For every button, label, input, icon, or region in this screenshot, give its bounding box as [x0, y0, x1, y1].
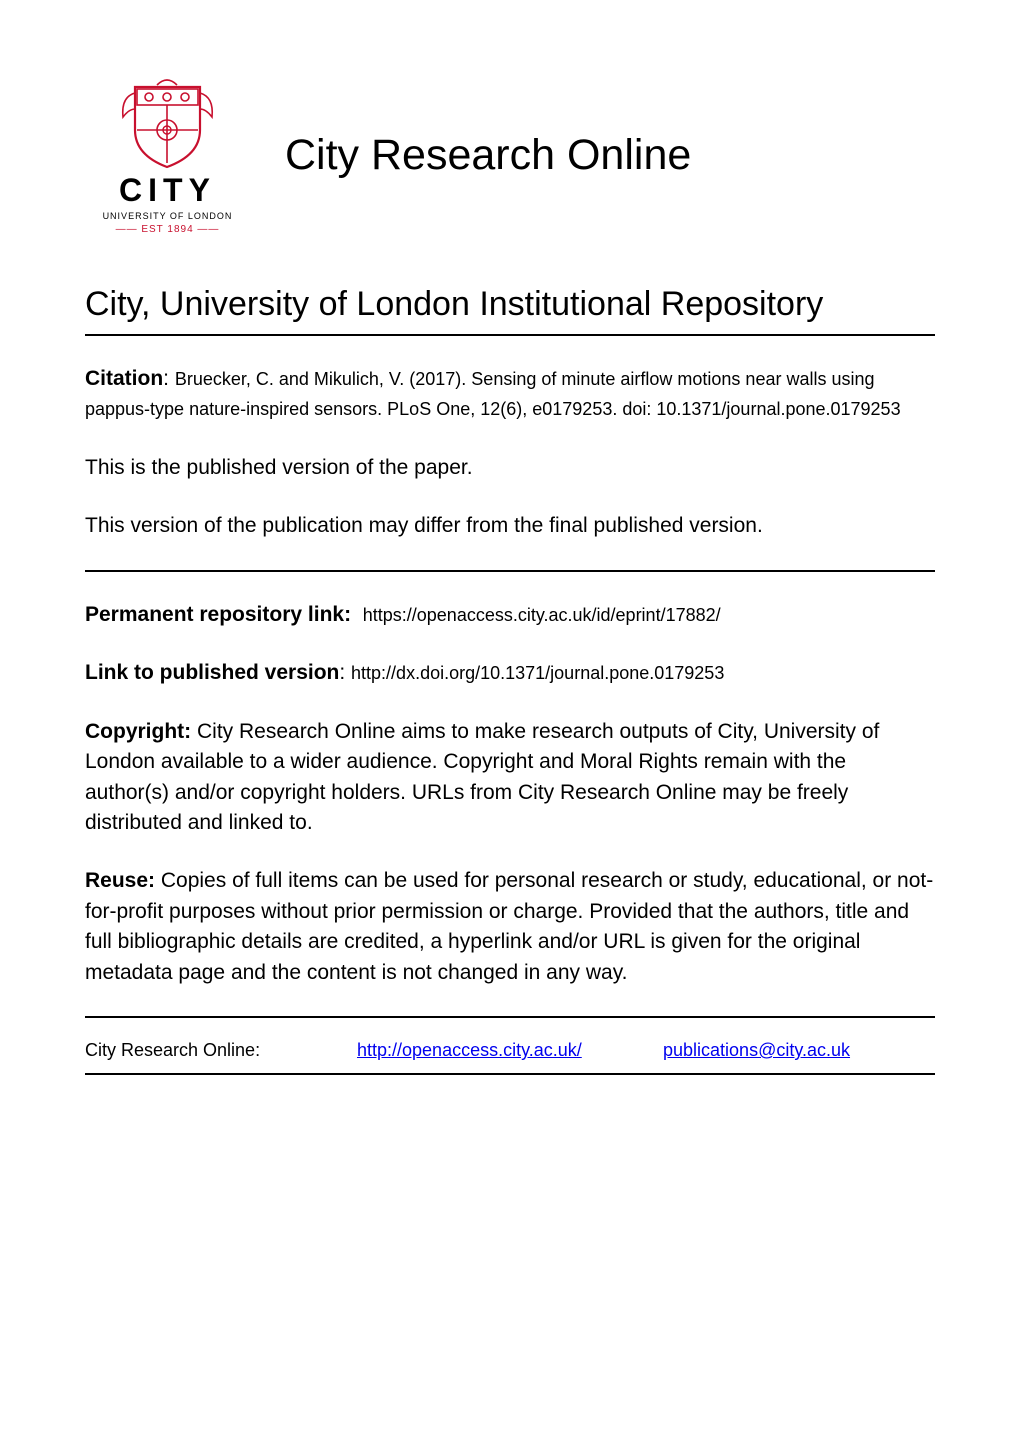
version-differ-text: This version of the publication may diff… — [85, 511, 935, 541]
permanent-link-row: Permanent repository link: https://opena… — [85, 600, 935, 630]
permanent-link-label: Permanent repository link: — [85, 603, 351, 626]
logo-wordmark: CITY — [85, 172, 250, 209]
divider — [85, 570, 935, 572]
divider — [85, 334, 935, 336]
version-differ-note: This version of the publication may diff… — [85, 511, 935, 541]
divider — [85, 1016, 935, 1018]
citation-block: Citation: Bruecker, C. and Mikulich, V. … — [85, 364, 935, 425]
footer-label: City Research Online: — [85, 1028, 357, 1073]
copyright-block: Copyright: City Research Online aims to … — [85, 717, 935, 839]
permanent-link-url: https://openaccess.city.ac.uk/id/eprint/… — [363, 605, 721, 625]
citation-separator: : — [163, 367, 175, 390]
citation-label: Citation — [85, 367, 163, 390]
reuse-label: Reuse: — [85, 869, 155, 892]
published-link-separator: : — [339, 661, 351, 684]
logo-est-line: —— EST 1894 —— — [85, 224, 250, 235]
published-link-row: Link to published version: http://dx.doi… — [85, 658, 935, 688]
logo: CITY UNIVERSITY OF LONDON —— EST 1894 —— — [85, 75, 250, 235]
crest-icon — [115, 75, 220, 170]
footer-email-link[interactable]: publications@city.ac.uk — [663, 1040, 850, 1060]
published-link-url: http://dx.doi.org/10.1371/journal.pone.0… — [351, 663, 724, 683]
reuse-text: Copies of full items can be used for per… — [85, 869, 933, 983]
header: CITY UNIVERSITY OF LONDON —— EST 1894 ——… — [85, 75, 935, 235]
logo-text: CITY UNIVERSITY OF LONDON —— EST 1894 —— — [85, 172, 250, 235]
site-title: City Research Online — [285, 131, 691, 180]
divider — [85, 1073, 935, 1075]
published-version-note: This is the published version of the pap… — [85, 453, 935, 483]
repository-title: City, University of London Institutional… — [85, 285, 935, 324]
published-link-label: Link to published version — [85, 661, 339, 684]
footer: City Research Online: http://openaccess.… — [85, 1028, 935, 1073]
reuse-block: Reuse: Copies of full items can be used … — [85, 866, 935, 988]
copyright-label: Copyright: — [85, 720, 191, 743]
citation-text: Bruecker, C. and Mikulich, V. (2017). Se… — [85, 369, 901, 419]
logo-university-line: UNIVERSITY OF LONDON — [85, 211, 250, 221]
footer-homepage-link[interactable]: http://openaccess.city.ac.uk/ — [357, 1040, 582, 1060]
copyright-text: City Research Online aims to make resear… — [85, 720, 879, 834]
published-version-text: This is the published version of the pap… — [85, 453, 935, 483]
